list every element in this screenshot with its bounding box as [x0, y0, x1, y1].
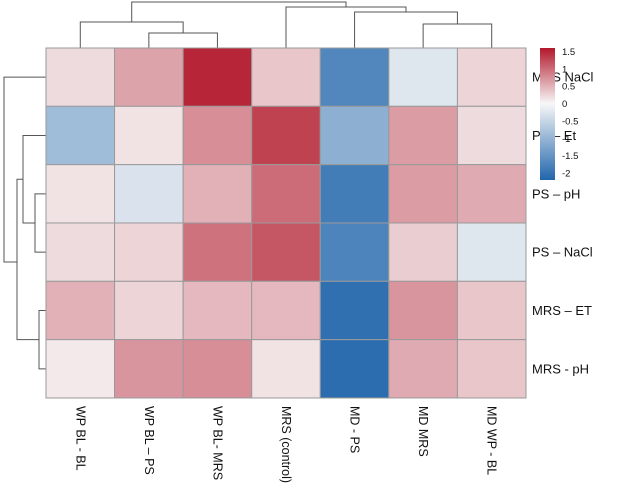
dendrogram-branch	[131, 1, 347, 22]
column-label: MD - PS	[348, 406, 362, 453]
heatmap-cell	[319, 164, 390, 224]
color-scale-tick-label: -0.5	[562, 116, 578, 127]
heatmap-cell	[45, 164, 116, 224]
heatmap-cell	[182, 164, 253, 224]
heatmap-cell	[456, 339, 527, 399]
heatmap-cell	[388, 280, 458, 341]
dendrogram-branch	[34, 193, 46, 253]
heatmap-cell	[388, 339, 458, 399]
dendrogram-branch	[38, 309, 46, 370]
dendrogram-branch	[79, 21, 184, 48]
heatmap-cell	[114, 222, 184, 282]
column-labels: WP BL - BL WP BL – PS WP BL- MRS MRS (contr…	[73, 406, 498, 483]
heatmap-cell	[114, 164, 184, 224]
heatmap-cell	[182, 105, 253, 166]
heatmap-cell	[114, 339, 184, 399]
row-label: PS – NaCl	[532, 245, 593, 260]
heatmap-cell	[45, 280, 116, 341]
heatmap-cell	[45, 222, 116, 282]
color-scale-tick-label: -2	[562, 169, 570, 180]
heatmap-cell	[251, 105, 321, 166]
heatmap-cell	[182, 47, 253, 107]
heatmap-cell	[251, 47, 321, 107]
heatmap-cell	[319, 222, 390, 282]
column-label: MD MRS	[416, 406, 430, 457]
color-scale-tick-label: -1.5	[562, 151, 578, 162]
heatmap-cell	[182, 339, 253, 399]
heatmap-cell	[45, 339, 116, 399]
heatmap-cell	[251, 222, 321, 282]
color-scale-tick-label: 1.5	[562, 47, 575, 58]
heatmap-cell	[388, 105, 458, 166]
heatmap-cell	[251, 339, 321, 399]
row-label: PS – pH	[532, 186, 580, 201]
dendrogram-branch	[422, 23, 493, 48]
heatmap-cell	[319, 339, 390, 399]
dendrogram-branch	[148, 32, 218, 48]
row-label: MRS - pH	[532, 361, 589, 376]
heatmap-cell	[182, 280, 253, 341]
heatmap-cell	[114, 280, 184, 341]
heatmap-cells	[45, 47, 527, 399]
dendrogram-branch	[16, 178, 39, 341]
heatmap-cell	[251, 280, 321, 341]
heatmap-cell	[388, 164, 458, 224]
column-dendrogram	[79, 1, 493, 48]
heatmap-cell	[45, 105, 116, 166]
color-scale-tick-label: 1	[562, 64, 567, 75]
heatmap-cell	[114, 47, 184, 107]
heatmap-cell	[319, 47, 390, 107]
color-scale-tick-label: 0	[562, 99, 567, 110]
color-scale-tick-label: -1	[562, 134, 570, 145]
color-scale-ticks: 1.5 1 0.5 0 -0.5 -1 -1.5 -2	[562, 47, 578, 180]
column-label: WP BL- MRS	[210, 406, 224, 480]
dendrogram-branch	[3, 76, 46, 263]
column-label: MD WP - BL	[485, 406, 499, 475]
heatmap-cell	[456, 47, 527, 107]
heatmap-cell	[182, 222, 253, 282]
dendrogram-branch	[354, 11, 458, 48]
column-label: WP BL - BL	[73, 406, 87, 471]
column-label: MRS (control)	[279, 406, 293, 483]
color-scale-bar	[540, 48, 555, 180]
heatmap-cell	[456, 280, 527, 341]
color-scale-tick-label: 0.5	[562, 82, 575, 93]
heatmap-cell	[456, 105, 527, 166]
row-dendrogram	[3, 76, 46, 370]
heatmap-cell	[45, 47, 116, 107]
heatmap-cell	[319, 280, 390, 341]
heatmap-cell	[456, 164, 527, 224]
heatmap-cell	[388, 222, 458, 282]
row-label: MRS – ET	[532, 303, 592, 318]
dendrogram-branch	[285, 6, 407, 48]
heatmap-cell	[388, 47, 458, 107]
heatmap-cell	[251, 164, 321, 224]
column-label: WP BL – PS	[142, 406, 156, 475]
heatmap-cell	[456, 222, 527, 282]
heatmap-cell	[114, 105, 184, 166]
heatmap-cell	[319, 105, 390, 166]
